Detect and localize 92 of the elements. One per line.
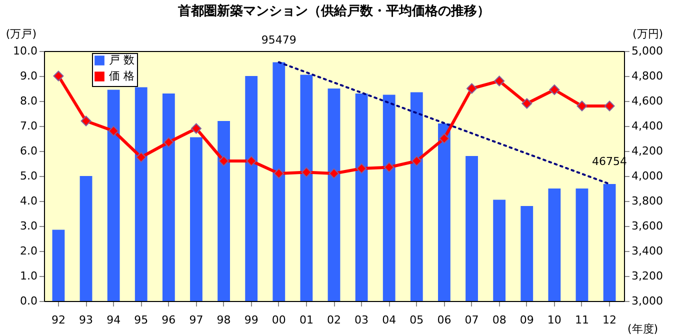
bar [328, 88, 340, 301]
x-tick-label: 08 [492, 314, 506, 326]
legend-label: 戸 数 [109, 54, 134, 66]
y-tick-label: 10.0 [13, 44, 38, 58]
y-tick-label: 2.0 [20, 244, 38, 258]
x-tick-label: 12 [602, 314, 617, 326]
y2-tick-label: 3,600 [632, 220, 663, 232]
y-tick-label: 0.0 [20, 294, 38, 308]
bar [493, 200, 506, 301]
point [136, 152, 146, 162]
bar [52, 230, 65, 301]
x-tick-label: 09 [520, 314, 534, 326]
point [108, 126, 119, 136]
bar [466, 156, 478, 301]
x-tick-label: 04 [382, 314, 396, 326]
bar [107, 90, 120, 301]
x-tick-label: 05 [410, 314, 424, 326]
x-tick-label: 98 [216, 314, 231, 326]
bar [410, 92, 423, 301]
bar [300, 74, 313, 301]
x-tick-label: 03 [354, 314, 369, 326]
point [328, 168, 340, 179]
x-tick-label: 10 [547, 314, 562, 326]
y2-tick-label: 3,400 [632, 244, 663, 258]
y-tick-label: 8.0 [20, 94, 38, 108]
point [80, 116, 92, 126]
y-tick-label: 4.0 [20, 194, 38, 208]
y2-axis-title: (万円) [632, 28, 664, 40]
point [218, 156, 230, 166]
x-tick-label: 00 [272, 314, 286, 326]
y2-tick-label: 4,800 [632, 70, 663, 82]
point [494, 76, 505, 86]
bar [245, 76, 258, 301]
y-tick-label: 3.0 [20, 220, 38, 232]
y-axis-title: (万戸) [6, 28, 36, 40]
bar [134, 87, 148, 301]
bar [576, 188, 588, 301]
point [384, 162, 394, 172]
x-tick-label: 92 [51, 314, 66, 326]
point [301, 167, 312, 178]
point [466, 83, 478, 94]
y-tick-label: 7.0 [20, 120, 38, 132]
y-tick-label: 9.0 [20, 70, 38, 82]
bar [603, 184, 616, 301]
x-tick-label: 02 [327, 314, 341, 326]
point [576, 100, 588, 112]
y2-tick-label: 3,800 [632, 194, 663, 208]
y2-tick-label: 4,000 [632, 170, 663, 182]
point [246, 156, 257, 166]
point [522, 98, 532, 109]
x-tick-label: 07 [464, 314, 479, 326]
x-tick-label: 95 [134, 314, 148, 326]
bar [80, 176, 92, 301]
bar [162, 94, 175, 301]
point [163, 137, 174, 148]
y2-tick-label: 3,000 [632, 294, 663, 308]
y2-tick-label: 3,200 [632, 270, 663, 282]
legend-label: 価 格 [109, 70, 134, 82]
x-tick-label: 99 [244, 314, 258, 326]
point [274, 168, 284, 179]
bar [190, 137, 202, 301]
y2-tick-label: 4,400 [632, 120, 663, 132]
bar [520, 206, 534, 301]
point [438, 133, 450, 144]
y2-tick-label: 4,600 [632, 94, 663, 108]
point [411, 156, 422, 166]
x-tick-label: 93 [79, 314, 94, 326]
y2-tick-label: 4,200 [632, 144, 663, 158]
x-tick-label: 94 [106, 314, 121, 326]
y2-tick-label: 5,000 [632, 44, 663, 58]
bar [272, 62, 286, 301]
bar [355, 94, 368, 301]
point [53, 70, 64, 82]
x-tick-label: 11 [574, 314, 589, 326]
x-tick-label: 01 [299, 314, 314, 326]
point [549, 84, 560, 95]
bar [218, 121, 230, 301]
bar [382, 94, 396, 301]
bar [548, 188, 561, 301]
point [356, 163, 367, 174]
y-tick-label: 6.0 [20, 144, 38, 158]
x-tick-label: 06 [437, 314, 452, 326]
y-tick-label: 1.0 [20, 270, 38, 282]
annotation: 95479 [261, 33, 296, 46]
point [190, 123, 202, 134]
x-tick-label: 96 [162, 314, 176, 326]
x-axis-title: (年度) [628, 322, 658, 336]
y-tick-label: 5.0 [20, 170, 38, 182]
x-tick-label: 97 [189, 314, 204, 326]
bar [438, 124, 450, 301]
point [604, 100, 615, 112]
chart-title: 首都圏新築マンション（供給戸数・平均価格の推移） [177, 3, 490, 19]
